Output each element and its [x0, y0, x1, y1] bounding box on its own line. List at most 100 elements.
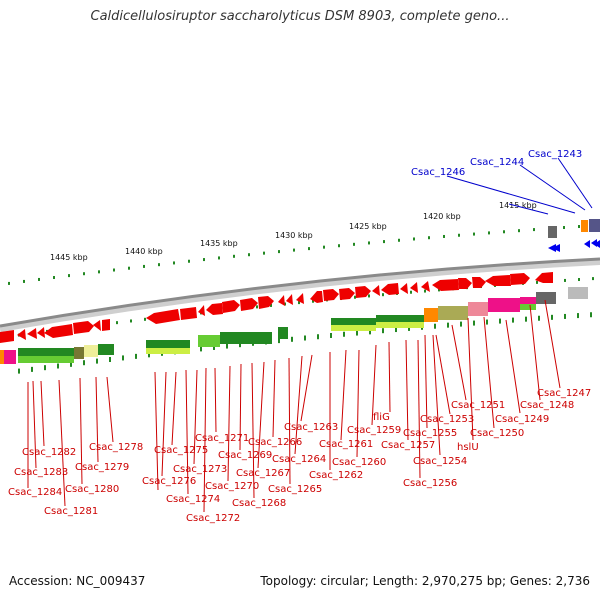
tick-mark — [116, 321, 118, 325]
tick-mark — [592, 277, 594, 281]
scale-label: 1425 kbp — [349, 222, 387, 231]
tick-mark — [38, 277, 40, 281]
leader-line — [95, 376, 99, 463]
tick-mark — [31, 366, 33, 372]
band — [0, 350, 4, 364]
leader-line — [446, 175, 576, 214]
band — [74, 347, 84, 359]
leader-line — [193, 369, 198, 465]
tick-mark — [512, 317, 514, 323]
gene-arrow — [355, 286, 371, 298]
tick-mark — [304, 335, 306, 341]
leader-line — [544, 299, 561, 389]
tick-mark — [248, 253, 250, 257]
tick-mark — [44, 365, 46, 371]
tick-mark — [486, 319, 488, 325]
gene-arrow — [37, 327, 45, 338]
gene-arrow — [73, 321, 94, 334]
gene-label: Csac_1268 — [232, 498, 286, 509]
leader-line — [467, 317, 474, 441]
gene-labels: Csac_1247 Csac_1248 Csac_1249 Csac_1250 … — [8, 388, 591, 524]
tick-mark — [135, 353, 137, 359]
tick-mark — [68, 274, 70, 278]
band — [568, 287, 588, 299]
gene-label: Csac_1284 — [8, 487, 62, 498]
tick-mark — [23, 279, 25, 283]
tick-mark — [563, 226, 565, 230]
tick-mark — [434, 323, 436, 329]
backbone-shadow — [0, 259, 600, 332]
gene-label: Csac_1265 — [268, 484, 322, 495]
band — [520, 304, 536, 310]
gene-label: Csac_1254 — [413, 456, 467, 467]
tick-mark — [551, 314, 553, 320]
band — [424, 308, 438, 322]
gene-arrow — [93, 320, 101, 331]
leader-line — [106, 376, 114, 443]
tick-mark — [443, 234, 445, 238]
blue-gene — [594, 240, 600, 248]
gene-label: Csac_1275 — [154, 445, 208, 456]
gene-arrow — [27, 328, 37, 339]
leader-line — [32, 380, 37, 469]
leader-line — [340, 349, 347, 441]
tick-mark — [233, 254, 235, 258]
band — [278, 327, 288, 339]
leader-line — [557, 157, 593, 209]
tick-mark — [382, 328, 384, 334]
tick-mark — [395, 327, 397, 333]
leader-line — [483, 316, 495, 429]
leader-line — [203, 367, 207, 513]
gene-track — [0, 272, 553, 343]
tick-mark — [369, 329, 371, 335]
gene-label: Csac_1273 — [173, 464, 227, 475]
gene-arrow — [458, 278, 472, 289]
gene-label: Csac_1253 — [420, 414, 474, 425]
tick-mark — [109, 356, 111, 362]
scale-ticks — [8, 224, 595, 285]
gene-label: Csac_1244 — [470, 157, 524, 168]
tick-mark — [538, 315, 540, 321]
band — [331, 325, 376, 331]
gene-label: Csac_1257 — [381, 440, 435, 451]
leader-line — [239, 363, 242, 451]
scale-label: 1415 kbp — [499, 201, 537, 210]
tick-mark — [533, 228, 535, 232]
band — [488, 298, 520, 312]
gene-label: Csac_1282 — [22, 447, 76, 458]
tick-mark — [382, 293, 384, 297]
leader-line — [371, 344, 377, 426]
tick-mark — [173, 261, 175, 265]
band — [98, 344, 114, 355]
gene-label: Csac_1255 — [403, 428, 457, 439]
tick-mark — [577, 313, 579, 319]
gene-arrow — [240, 298, 258, 311]
gene-arrow — [0, 330, 14, 343]
orange-feature — [581, 220, 588, 232]
tick-mark — [218, 256, 220, 260]
gene-arrow — [296, 293, 304, 304]
gene-label: Csac_1269 — [218, 450, 272, 461]
tick-mark — [525, 316, 527, 322]
tick-mark — [128, 266, 130, 270]
leader-line — [40, 380, 45, 447]
tick-mark — [343, 331, 345, 337]
tick-mark — [57, 363, 59, 369]
leader-line — [417, 339, 421, 479]
tick-mark — [98, 270, 100, 274]
band — [520, 297, 536, 304]
tick-mark — [130, 319, 132, 323]
band — [4, 350, 16, 364]
gene-arrow — [421, 281, 430, 292]
tick-mark — [188, 259, 190, 263]
tick-mark — [203, 258, 205, 262]
tick-mark — [312, 299, 314, 303]
tick-mark — [293, 248, 295, 252]
gene-arrow — [339, 288, 355, 300]
gene-label: Csac_1247 — [537, 388, 591, 399]
feature-bands — [0, 287, 588, 364]
band — [146, 348, 190, 354]
leader-line — [185, 369, 189, 495]
band — [376, 322, 424, 328]
